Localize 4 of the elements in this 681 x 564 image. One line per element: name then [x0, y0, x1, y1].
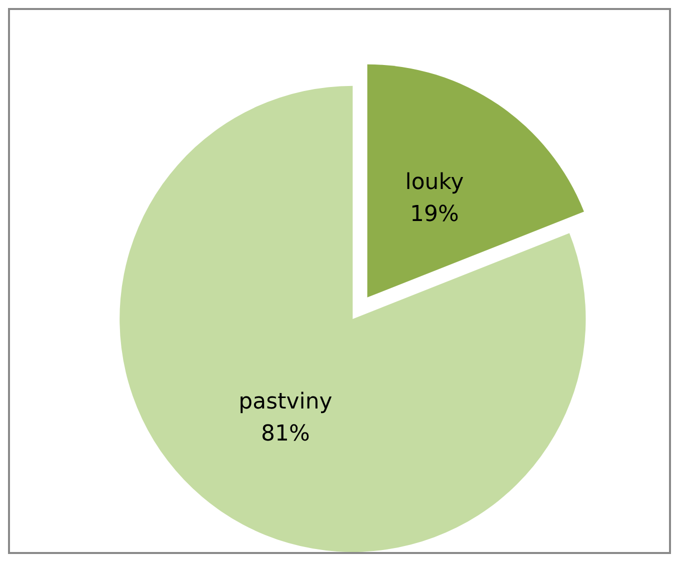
data-label: 19% [410, 202, 459, 228]
data-label: 81% [261, 421, 310, 446]
slice-label: pastviny [238, 389, 332, 414]
slice-label: louky [405, 170, 464, 196]
